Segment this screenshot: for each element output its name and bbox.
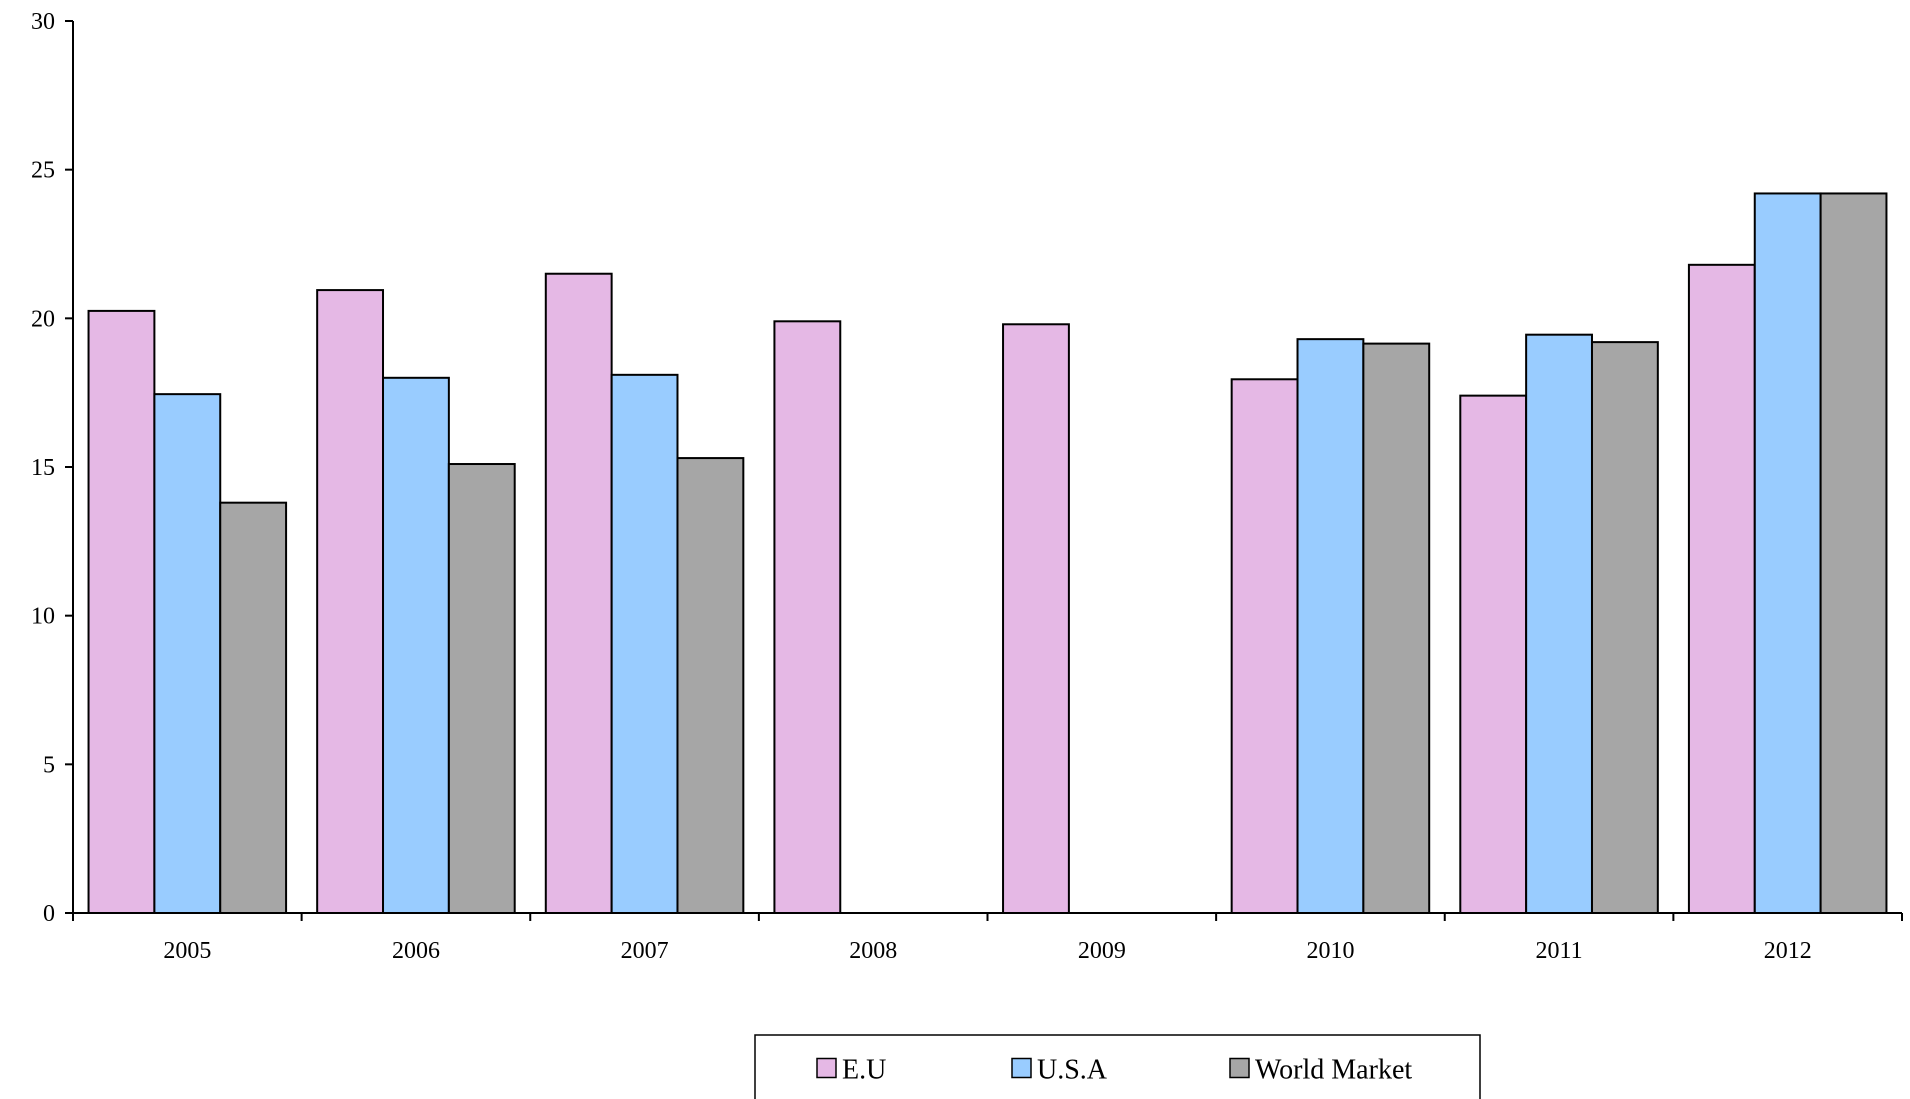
chart-bars <box>87 192 1888 915</box>
legend-swatch <box>816 1057 837 1079</box>
bar <box>773 320 842 915</box>
x-tick-label: 2006 <box>392 938 440 964</box>
bar <box>1296 338 1365 914</box>
bar <box>153 393 222 914</box>
legend-label: U.S.A <box>1037 1055 1108 1086</box>
bar <box>1525 333 1593 915</box>
bar <box>316 289 385 914</box>
x-tick-label: 2005 <box>163 938 211 964</box>
x-tick-label: 2008 <box>849 938 897 964</box>
x-tick-label: 2012 <box>1764 938 1812 964</box>
bar <box>87 309 156 914</box>
bar <box>447 463 516 914</box>
bar <box>382 376 450 914</box>
bar <box>1362 342 1431 914</box>
bar <box>1687 263 1756 914</box>
x-tick-label: 2009 <box>1078 938 1126 964</box>
y-tick-label: 25 <box>31 158 55 184</box>
y-axis-ticks: 0 5 10 15 20 25 30 <box>31 9 73 927</box>
chart-legend: E.U U.S.A World Market <box>754 1034 1481 1099</box>
legend-items: E.U U.S.A World Market <box>816 1055 1412 1086</box>
bar <box>1002 323 1070 914</box>
y-tick-label: 5 <box>43 752 55 778</box>
legend-swatch <box>1229 1057 1250 1079</box>
y-tick-label: 0 <box>43 901 55 927</box>
x-tick-label: 2010 <box>1306 938 1354 964</box>
legend-box <box>754 1034 1481 1099</box>
bar <box>610 373 679 914</box>
bar <box>1230 378 1299 914</box>
y-tick-label: 10 <box>31 604 55 630</box>
legend-swatch <box>1011 1057 1032 1079</box>
y-tick-label: 15 <box>31 455 55 481</box>
legend-label: E.U <box>842 1055 886 1086</box>
bar <box>676 457 745 914</box>
bar <box>1819 192 1888 915</box>
bar <box>219 501 288 914</box>
legend-label: World Market <box>1255 1055 1412 1086</box>
bar <box>1753 192 1822 915</box>
bar <box>544 272 613 914</box>
y-tick-label: 20 <box>31 306 55 332</box>
bar <box>1459 394 1528 914</box>
x-tick-label: 2011 <box>1536 938 1583 964</box>
x-axis-ticks: 2005 2006 2007 2008 2009 2010 2011 2012 <box>72 913 1903 964</box>
bar <box>1590 341 1659 914</box>
x-tick-label: 2007 <box>621 938 669 964</box>
y-tick-label: 30 <box>31 9 55 35</box>
